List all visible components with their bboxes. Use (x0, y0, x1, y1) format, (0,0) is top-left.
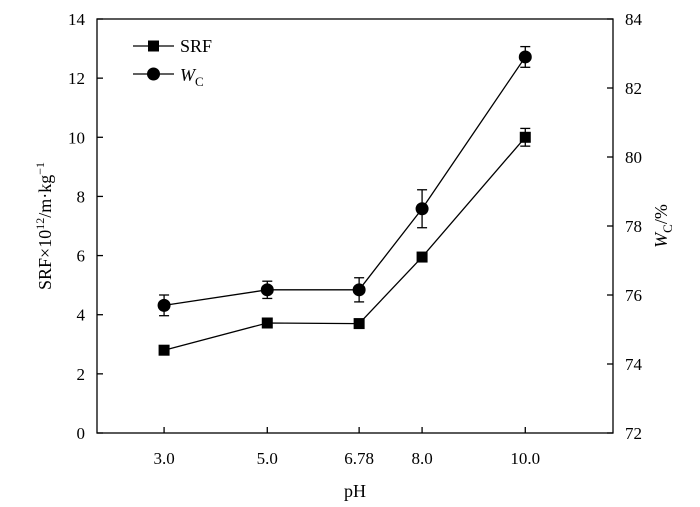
y-right-tick-label: 80 (625, 148, 642, 167)
y-left-tick-label: 12 (68, 69, 85, 88)
x-tick-label: 10.0 (510, 449, 540, 468)
data-point-square (416, 251, 428, 263)
series-line-0 (163, 136, 526, 351)
data-point-circle (415, 202, 429, 216)
data-point-circle (352, 283, 366, 297)
legend: SRF WC (133, 36, 212, 89)
y-left-tick-label: 6 (77, 247, 86, 266)
data-point-square (519, 131, 531, 143)
legend-label-wc: WC (180, 65, 204, 89)
series-line-1 (163, 56, 526, 306)
y-left-tick-label: 0 (77, 424, 86, 443)
y-right-tick-label: 84 (625, 10, 643, 29)
legend-marker-srf (148, 40, 159, 52)
y-left-tick-label: 10 (68, 128, 85, 147)
y-axis-left: 0 2 4 6 8 10 12 14 (68, 10, 103, 443)
y-left-tick-label: 14 (68, 10, 86, 29)
data-point-square (261, 317, 273, 329)
data-point-circle (157, 298, 171, 312)
x-axis: 3.0 5.0 6.78 8.0 10.0 (153, 427, 540, 468)
y-right-tick-label: 72 (625, 424, 642, 443)
data-point-circle (260, 283, 274, 297)
data-point-square (353, 318, 365, 330)
x-axis-label: pH (344, 481, 366, 501)
y-right-axis-label: WC/% (651, 204, 675, 248)
y-left-tick-label: 8 (77, 187, 86, 206)
y-left-tick-label: 4 (77, 306, 86, 325)
y-right-tick-label: 82 (625, 79, 642, 98)
y-right-tick-label: 76 (625, 286, 642, 305)
data-point-circle (518, 50, 532, 64)
y-right-tick-label: 74 (625, 355, 643, 374)
y-axis-right: 72 74 76 78 80 82 84 (607, 10, 643, 443)
legend-label-srf: SRF (180, 36, 212, 56)
x-tick-label: 3.0 (153, 449, 174, 468)
y-left-axis-label: SRF×1012/m·kg−1 (33, 162, 55, 290)
data-point-square (158, 344, 170, 356)
x-tick-label: 8.0 (411, 449, 432, 468)
series-layer (157, 45, 532, 356)
y-left-tick-label: 2 (77, 365, 86, 384)
plot-frame (96, 18, 614, 434)
x-tick-label: 6.78 (344, 449, 374, 468)
x-tick-label: 5.0 (257, 449, 278, 468)
y-right-tick-label: 78 (625, 217, 642, 236)
legend-marker-wc (147, 67, 160, 81)
